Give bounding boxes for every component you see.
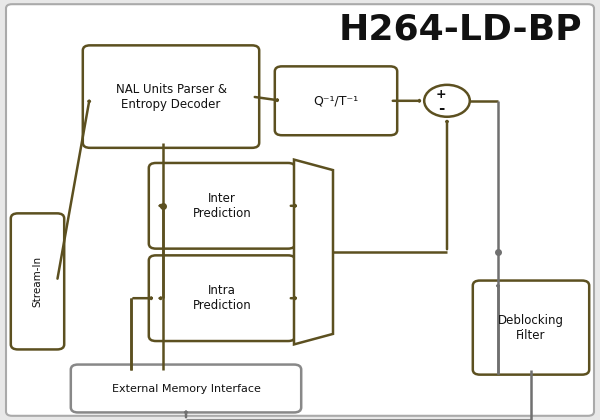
FancyBboxPatch shape: [11, 213, 64, 349]
Text: Q⁻¹/T⁻¹: Q⁻¹/T⁻¹: [313, 94, 359, 107]
Text: +: +: [436, 88, 446, 101]
Text: NAL Units Parser &
Entropy Decoder: NAL Units Parser & Entropy Decoder: [116, 83, 227, 110]
Text: External Memory Interface: External Memory Interface: [112, 383, 260, 394]
FancyBboxPatch shape: [275, 66, 397, 135]
Polygon shape: [294, 160, 333, 344]
Text: H264-LD-BP: H264-LD-BP: [338, 13, 582, 47]
FancyBboxPatch shape: [83, 45, 259, 148]
Text: Stream-In: Stream-In: [32, 256, 43, 307]
FancyBboxPatch shape: [71, 365, 301, 412]
FancyBboxPatch shape: [149, 163, 295, 249]
Text: -: -: [438, 101, 444, 116]
Text: Deblocking
Filter: Deblocking Filter: [498, 314, 564, 341]
FancyBboxPatch shape: [149, 255, 295, 341]
Text: Intra
Prediction: Intra Prediction: [193, 284, 251, 312]
FancyBboxPatch shape: [6, 4, 594, 416]
Text: Inter
Prediction: Inter Prediction: [193, 192, 251, 220]
Circle shape: [424, 85, 470, 117]
FancyBboxPatch shape: [473, 281, 589, 375]
